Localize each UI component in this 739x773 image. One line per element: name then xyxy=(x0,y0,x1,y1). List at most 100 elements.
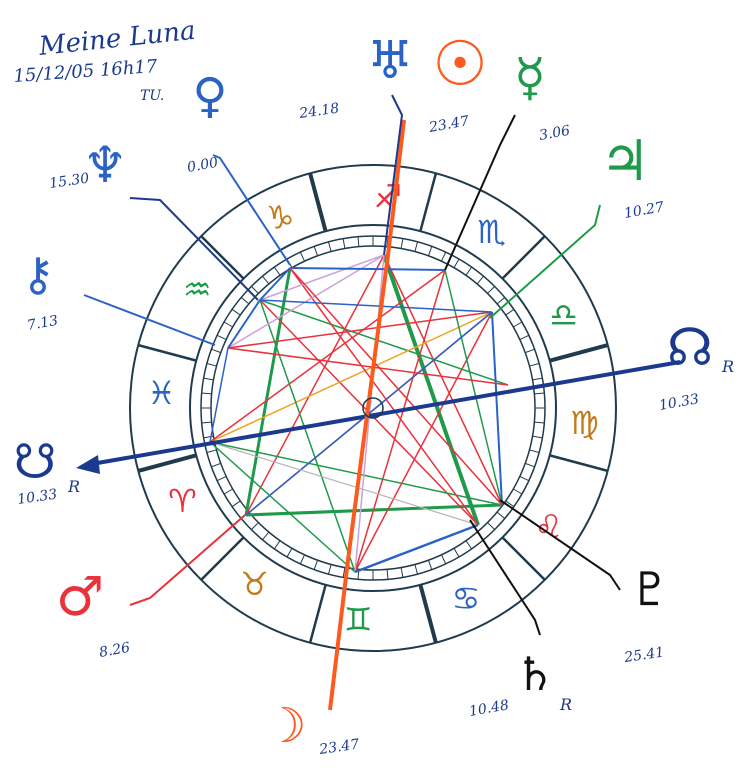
sign-virgo-icon: ♍ xyxy=(570,404,599,442)
aspect-line xyxy=(244,267,292,516)
moon-position-label: 23.47 xyxy=(317,737,360,759)
aspect-line xyxy=(209,441,479,526)
north-node-retrograde-label: R xyxy=(721,357,734,376)
neptune-icon: ♆ xyxy=(83,136,128,194)
degree-tick xyxy=(240,297,250,305)
degree-tick xyxy=(342,567,346,578)
degree-tick xyxy=(201,392,212,395)
aspect-line xyxy=(354,523,479,574)
degree-tick xyxy=(273,540,281,550)
planet-jupiter: ♃ 10.27 xyxy=(600,129,665,222)
degree-tick xyxy=(534,392,545,395)
saturn-position-label: 10.48 xyxy=(468,697,510,720)
zodiac-wheel: ♑♐♏♎♍♌♋♊♉♈♓♒ xyxy=(129,164,617,652)
header-title: Meine Luna xyxy=(37,16,197,62)
degree-tick xyxy=(441,251,447,262)
neptune-pointer xyxy=(129,197,259,301)
mercury-icon: ☿ xyxy=(514,48,546,108)
header-datetime: 15/12/05 16h17 xyxy=(13,56,159,87)
degree-tick xyxy=(525,348,535,354)
aspect-line xyxy=(227,347,509,386)
cusp-line xyxy=(200,536,245,581)
chart-header: Meine Luna 15/12/05 16h17 TU. xyxy=(13,16,197,104)
degree-ticks xyxy=(201,236,545,580)
sign-libra-icon: ♎ xyxy=(549,296,578,334)
degree-tick xyxy=(487,522,495,530)
aspect-line xyxy=(209,311,493,443)
cusp-line xyxy=(549,343,609,363)
planet-pointers xyxy=(83,94,621,636)
cusp-line xyxy=(137,453,197,473)
degree-tick xyxy=(223,488,233,495)
cusp-line xyxy=(418,584,438,644)
degree-tick xyxy=(299,251,305,262)
degree-tick xyxy=(203,377,214,381)
aspect-line xyxy=(383,254,503,506)
aspect-lines xyxy=(209,254,509,574)
cusp-line xyxy=(419,172,438,232)
planet-north-node: ☊ 10.33 R xyxy=(658,318,734,414)
sun-icon: ☉ xyxy=(432,27,488,100)
nodal-axis-arrow xyxy=(76,455,100,474)
venus-pointer xyxy=(212,154,291,266)
aspect-line xyxy=(491,311,503,506)
degree-tick xyxy=(251,522,259,530)
cusp-line xyxy=(549,454,609,473)
planet-markers: ♅24.18☉23.47☿3.06 ♃10.27☊10.33R♇25.41♄10.… xyxy=(14,27,734,758)
outer-ring xyxy=(129,164,617,652)
degree-tick xyxy=(453,258,460,268)
degree-tick xyxy=(441,554,447,565)
degree-tick xyxy=(328,241,332,252)
sun-position-label: 23.47 xyxy=(427,113,470,136)
uranus-position-label: 24.18 xyxy=(297,101,340,123)
north-node-icon: ☊ xyxy=(667,318,713,378)
sign-scorpio-icon: ♏ xyxy=(477,213,506,251)
degree-tick xyxy=(534,421,545,424)
sign-gemini-icon: ♊ xyxy=(344,600,373,638)
venus-position-label: 0.00 xyxy=(186,155,220,176)
degree-tick xyxy=(414,564,418,575)
cusp-line xyxy=(501,235,546,280)
sun-moon-axis xyxy=(328,119,406,711)
jupiter-pointer xyxy=(489,204,601,319)
pluto-pointer xyxy=(499,499,621,591)
degree-tick xyxy=(513,321,523,328)
chiron-icon: ⚷ xyxy=(21,247,55,301)
degree-tick xyxy=(519,334,530,340)
degree-tick xyxy=(231,500,241,508)
degree-tick xyxy=(529,449,540,453)
planet-venus: ♀ 0.00 xyxy=(186,68,228,176)
mars-icon: ♂ xyxy=(56,565,104,628)
saturn-icon: ♄ xyxy=(514,647,555,701)
chart-center xyxy=(362,397,384,419)
mercury-position-label: 3.06 xyxy=(538,123,572,144)
degree-tick xyxy=(453,548,460,558)
sign-aquarius-icon: ♒ xyxy=(183,270,212,308)
jupiter-position-label: 10.27 xyxy=(623,199,665,222)
degree-tick xyxy=(211,462,221,468)
degree-ring-inner xyxy=(210,245,536,571)
chiron-position-label: 7.13 xyxy=(26,313,60,334)
degree-tick xyxy=(386,569,389,580)
degree-tick xyxy=(465,266,473,276)
degree-tick xyxy=(206,363,217,367)
south-node-icon: ☋ xyxy=(14,434,57,490)
degree-tick xyxy=(505,500,515,508)
degree-tick xyxy=(532,377,543,381)
degree-tick xyxy=(496,297,506,305)
planet-chiron: ⚷ 7.13 xyxy=(21,247,59,334)
degree-tick xyxy=(357,236,360,247)
nodal-axis xyxy=(85,360,681,467)
degree-tick xyxy=(476,275,484,285)
degree-tick xyxy=(496,511,506,519)
degree-tick xyxy=(519,476,530,482)
aspect-line xyxy=(227,311,493,349)
planet-uranus: ♅ 24.18 xyxy=(297,31,413,122)
header-place: TU. xyxy=(140,88,164,104)
neptune-position-label: 15.30 xyxy=(48,171,90,192)
aspect-line xyxy=(227,299,261,349)
planet-moon: ☽ 23.47 xyxy=(263,698,360,758)
pluto-position-label: 25.41 xyxy=(622,645,665,667)
moon-icon: ☽ xyxy=(263,698,306,754)
aspect-line xyxy=(209,347,229,443)
